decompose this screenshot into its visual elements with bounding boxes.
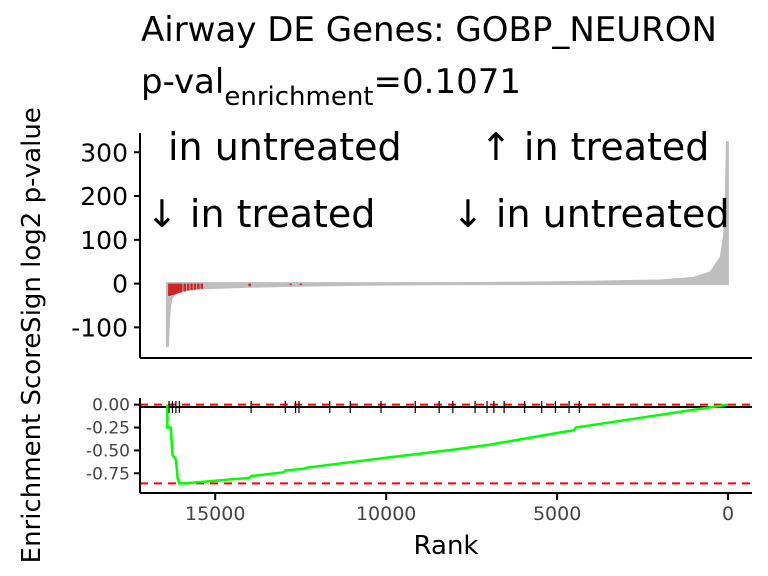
gene-set-bar xyxy=(190,283,193,291)
x-tick-label: 0 xyxy=(722,503,734,525)
gene-set-rank-ticks xyxy=(168,401,580,413)
annotation-bottom-right: ↓ in untreated xyxy=(452,192,730,236)
running-score-line xyxy=(166,403,729,485)
top-y-ticks: 300 200 100 0 -100 xyxy=(71,138,140,342)
gene-set-bar xyxy=(200,283,204,289)
x-tick-label: 15000 xyxy=(185,503,245,525)
bottom-y-tick-label: -0.50 xyxy=(86,441,130,461)
annotation-top-left: in untreated xyxy=(168,125,402,169)
top-y-tick-label: 100 xyxy=(80,226,128,255)
gene-set-bar xyxy=(180,283,183,293)
x-axis-label: Rank xyxy=(414,531,479,561)
gene-set-bar xyxy=(183,283,186,292)
x-tick-label: 10000 xyxy=(356,503,416,525)
chart-subtitle-pvalue: p-valenrichment=0.1071 xyxy=(141,62,521,112)
bottom-y-tick-label: -0.75 xyxy=(86,464,130,484)
gene-set-bar xyxy=(173,283,176,295)
gene-set-bars xyxy=(168,283,303,296)
top-y-tick-label: 0 xyxy=(112,270,128,299)
bottom-y-tick-label: -0.25 xyxy=(86,419,130,439)
pval-value: =0.1071 xyxy=(373,62,521,102)
background-bars xyxy=(165,141,729,348)
bottom-x-ticks: 15000 10000 5000 0 xyxy=(185,493,734,525)
gene-set-bar xyxy=(178,283,181,293)
bottom-y-tick-label: 0.00 xyxy=(92,396,130,416)
gene-set-bar xyxy=(169,283,173,296)
bottom-panel: 0.00 -0.25-0.50 -0.75 15000 10000 5000 0 Rank… xyxy=(17,333,752,564)
x-tick-label: 5000 xyxy=(533,503,581,525)
gene-set-bar xyxy=(193,283,197,290)
gene-set-bar xyxy=(248,283,251,287)
top-y-tick-label: -100 xyxy=(71,313,128,342)
gene-set-bar xyxy=(186,283,190,291)
background-bars-area xyxy=(165,141,729,348)
top-y-tick-label: 300 xyxy=(80,138,128,167)
gene-set-bar xyxy=(197,283,200,290)
gene-set-bar xyxy=(299,283,303,285)
chart-title: Airway DE Genes: GOBP_NEURON xyxy=(141,10,717,50)
top-y-axis-label: Sign log2 p-value xyxy=(17,107,47,333)
top-y-tick-label: 200 xyxy=(80,182,128,211)
gene-set-bar xyxy=(174,283,178,295)
gene-set-bar xyxy=(171,283,174,295)
pval-prefix: p-val xyxy=(141,62,225,102)
annotation-top-right: ↑ in treated xyxy=(480,125,709,169)
bottom-y-ticks: 0.00 -0.25-0.50 -0.75 xyxy=(86,396,140,484)
annotation-bottom-left: ↓ in treated xyxy=(146,192,375,236)
top-panel: 300 200 100 0 -100 in untreated ↑ in treated… xyxy=(17,107,752,359)
pval-subscript: enrichment xyxy=(224,82,374,112)
bottom-y-axis-label: Enrichment Score xyxy=(17,333,47,564)
gene-set-bar xyxy=(168,283,171,296)
gene-set-bar xyxy=(289,283,292,285)
gene-set-bar xyxy=(176,283,180,294)
